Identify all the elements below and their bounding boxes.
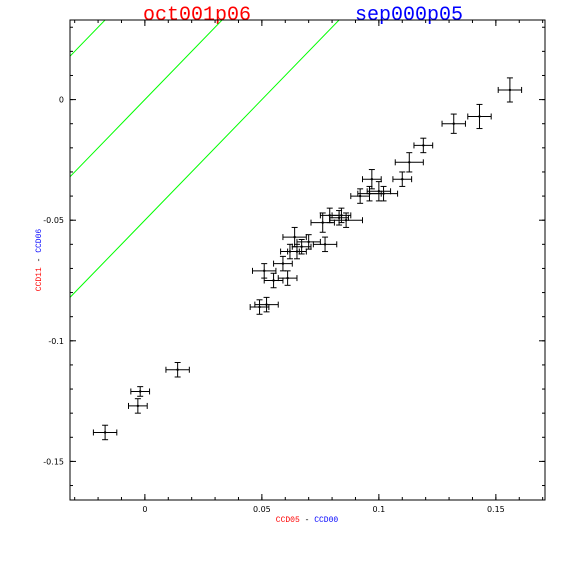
data-point-6: [254, 296, 279, 313]
point-marker: [176, 368, 179, 371]
chart-title-left: oct001p06: [143, 4, 251, 27]
data-point-15: [296, 234, 321, 250]
data-point-4: [165, 362, 190, 378]
point-marker: [258, 305, 261, 309]
reference-line-1: [70, 20, 106, 57]
point-marker: [307, 240, 310, 244]
y-axis-ticks: 0 -0.05 -0.1 -0.15: [43, 26, 545, 487]
point-marker: [136, 404, 140, 408]
data-point-29: [413, 137, 434, 154]
reference-line-3: [70, 20, 340, 298]
point-marker: [358, 194, 362, 198]
point-marker: [337, 216, 341, 219]
point-marker: [263, 269, 266, 273]
plot-frame: [69, 19, 546, 501]
x-label-part-1: CCD05: [276, 516, 300, 525]
data-point-31: [467, 103, 492, 130]
point-marker: [103, 431, 107, 434]
x-tick-label: 0.1: [372, 505, 385, 514]
data-point-28: [394, 152, 424, 173]
point-marker: [293, 235, 296, 239]
data-point-7: [252, 263, 277, 279]
point-marker: [272, 279, 275, 282]
y-label-part-2: -: [35, 253, 44, 267]
x-axis-ticks: 0 0.05 0.1 0.15: [74, 20, 544, 514]
data-point-17: [310, 212, 335, 233]
data-point-26: [369, 185, 399, 202]
data-point-2: [127, 398, 148, 414]
point-marker: [340, 214, 343, 217]
data-point-25: [366, 181, 392, 202]
data-point-1: [92, 424, 118, 441]
y-axis-label: CCD11 - CCD06: [35, 229, 44, 292]
point-marker: [452, 122, 455, 125]
point-marker: [265, 303, 268, 306]
x-axis-label: CCD05 - CCD00: [276, 516, 339, 525]
x-tick-label: 0: [142, 505, 147, 514]
point-marker: [382, 192, 385, 195]
data-point-3: [130, 386, 151, 397]
x-label-part-3: CCD00: [314, 516, 338, 525]
point-marker: [377, 190, 381, 193]
y-label-part-1: CCD11: [35, 267, 44, 291]
y-tick-label: 0: [59, 96, 64, 105]
point-marker: [286, 276, 289, 280]
data-point-10: [277, 270, 298, 286]
point-marker: [401, 177, 404, 181]
y-tick-label: -0.05: [43, 216, 64, 225]
point-marker: [478, 115, 481, 118]
data-point-16: [312, 236, 338, 253]
data-point-30: [441, 113, 466, 134]
y-tick-label: -0.15: [43, 457, 64, 466]
x-tick-label: 0.05: [253, 505, 271, 514]
data-points: [92, 77, 523, 441]
x-label-part-2: -: [300, 516, 314, 525]
point-marker: [321, 221, 324, 224]
point-marker: [295, 250, 299, 253]
data-point-24: [361, 169, 382, 190]
data-point-8: [263, 272, 284, 289]
chart-title-right: sep000p05: [355, 4, 463, 27]
reference-lines: [70, 20, 340, 298]
y-tick-label: -0.1: [48, 337, 64, 346]
x-tick-label: 0.15: [487, 505, 505, 514]
data-point-21: [329, 212, 363, 228]
point-marker: [300, 245, 303, 248]
data-point-27: [392, 171, 413, 187]
point-marker: [281, 262, 285, 265]
y-label-part-3: CCD06: [35, 229, 44, 253]
reference-line-2: [70, 20, 223, 178]
point-marker: [344, 219, 348, 222]
data-point-32: [497, 77, 523, 103]
point-marker: [138, 390, 142, 393]
point-marker: [323, 243, 327, 246]
point-marker: [370, 177, 374, 181]
data-point-20: [331, 207, 352, 224]
data-point-22: [350, 188, 371, 204]
point-marker: [422, 144, 425, 147]
point-marker: [408, 161, 411, 164]
point-marker: [508, 88, 512, 92]
